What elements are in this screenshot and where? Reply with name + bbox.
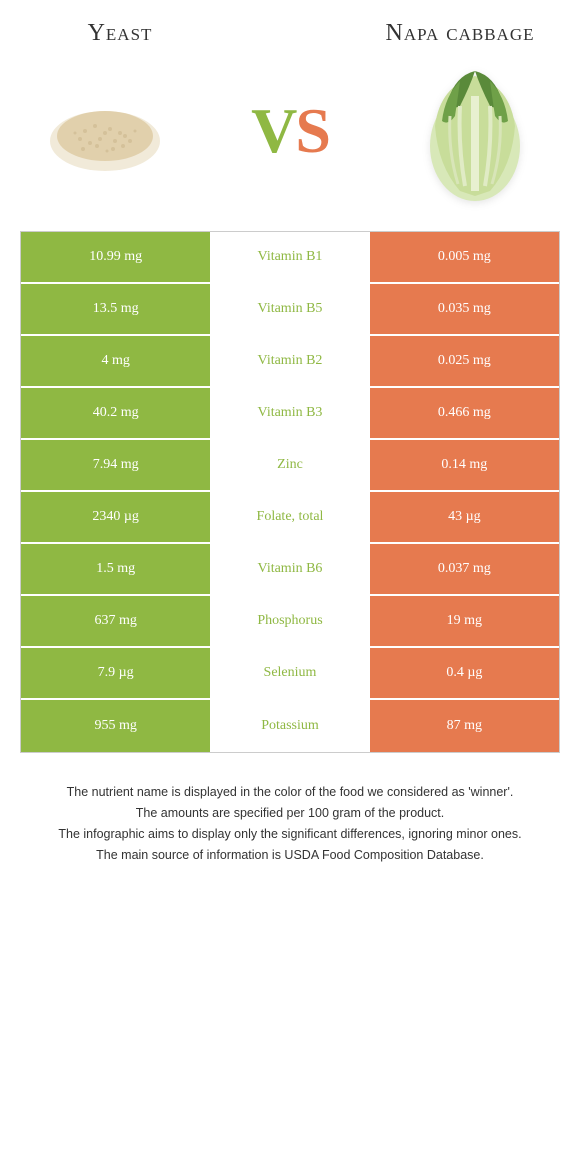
table-row: 7.94 mgZinc0.14 mg <box>21 440 559 492</box>
header-row: Yeast Napa cabbage <box>20 20 560 46</box>
left-value-cell: 7.9 µg <box>21 648 210 698</box>
nutrient-name-cell: Zinc <box>210 440 369 490</box>
nutrient-name-cell: Vitamin B3 <box>210 388 369 438</box>
right-value-cell: 19 mg <box>370 596 559 646</box>
nutrient-name-cell: Vitamin B2 <box>210 336 369 386</box>
note-line-4: The main source of information is USDA F… <box>40 846 540 865</box>
right-value-cell: 0.035 mg <box>370 284 559 334</box>
right-value-cell: 0.4 µg <box>370 648 559 698</box>
right-value-cell: 0.025 mg <box>370 336 559 386</box>
table-row: 10.99 mgVitamin B10.005 mg <box>21 232 559 284</box>
right-value-cell: 0.14 mg <box>370 440 559 490</box>
right-food-title: Napa cabbage <box>360 20 560 46</box>
nutrient-name-cell: Phosphorus <box>210 596 369 646</box>
table-row: 4 mgVitamin B20.025 mg <box>21 336 559 388</box>
table-row: 13.5 mgVitamin B50.035 mg <box>21 284 559 336</box>
left-value-cell: 1.5 mg <box>21 544 210 594</box>
table-row: 955 mgPotassium87 mg <box>21 700 559 752</box>
images-row: VS <box>20 56 560 206</box>
note-line-1: The nutrient name is displayed in the co… <box>40 783 540 802</box>
left-value-cell: 2340 µg <box>21 492 210 542</box>
table-row: 2340 µgFolate, total43 µg <box>21 492 559 544</box>
table-row: 40.2 mgVitamin B30.466 mg <box>21 388 559 440</box>
table-row: 7.9 µgSelenium0.4 µg <box>21 648 559 700</box>
yeast-image <box>30 56 180 206</box>
left-value-cell: 7.94 mg <box>21 440 210 490</box>
left-value-cell: 10.99 mg <box>21 232 210 282</box>
vs-v-letter: V <box>251 95 295 166</box>
right-value-cell: 87 mg <box>370 700 559 752</box>
cabbage-image <box>400 56 550 206</box>
nutrient-name-cell: Potassium <box>210 700 369 752</box>
nutrient-table: 10.99 mgVitamin B10.005 mg13.5 mgVitamin… <box>20 231 560 753</box>
table-row: 637 mgPhosphorus19 mg <box>21 596 559 648</box>
table-row: 1.5 mgVitamin B60.037 mg <box>21 544 559 596</box>
nutrient-name-cell: Vitamin B5 <box>210 284 369 334</box>
nutrient-name-cell: Selenium <box>210 648 369 698</box>
left-food-title: Yeast <box>20 20 220 46</box>
left-value-cell: 13.5 mg <box>21 284 210 334</box>
nutrient-name-cell: Folate, total <box>210 492 369 542</box>
left-value-cell: 40.2 mg <box>21 388 210 438</box>
right-value-cell: 0.466 mg <box>370 388 559 438</box>
left-value-cell: 955 mg <box>21 700 210 752</box>
vs-label: VS <box>251 94 329 168</box>
vs-s-letter: S <box>295 95 329 166</box>
note-line-3: The infographic aims to display only the… <box>40 825 540 844</box>
left-value-cell: 637 mg <box>21 596 210 646</box>
left-value-cell: 4 mg <box>21 336 210 386</box>
note-line-2: The amounts are specified per 100 gram o… <box>40 804 540 823</box>
right-value-cell: 0.005 mg <box>370 232 559 282</box>
nutrient-name-cell: Vitamin B1 <box>210 232 369 282</box>
footer-notes: The nutrient name is displayed in the co… <box>20 783 560 864</box>
nutrient-name-cell: Vitamin B6 <box>210 544 369 594</box>
right-value-cell: 43 µg <box>370 492 559 542</box>
right-value-cell: 0.037 mg <box>370 544 559 594</box>
